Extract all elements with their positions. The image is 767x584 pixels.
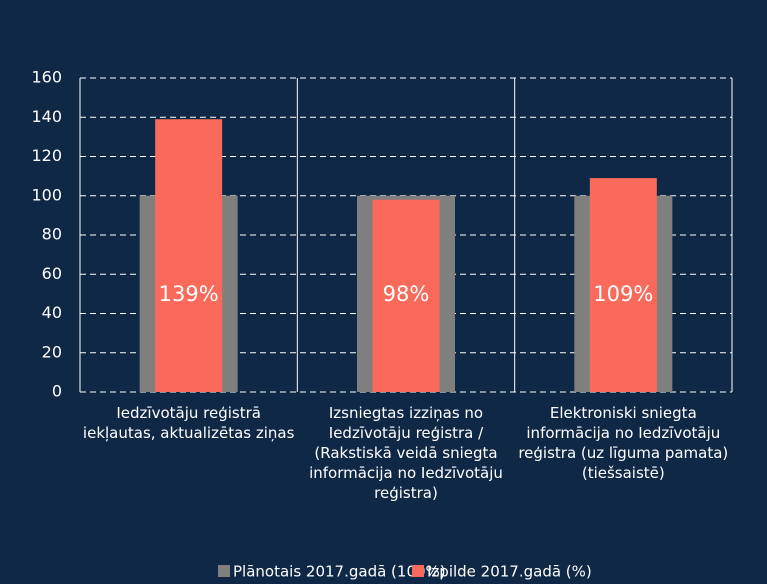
x-tick-label: Iedzīvotāju reģistrā iekļautas, aktualiz… <box>82 404 295 442</box>
data-label: 109% <box>593 282 653 306</box>
legend-swatch <box>218 565 230 577</box>
legend-label: Izpilde 2017.gadā (%) <box>427 563 592 581</box>
y-tick-label: 80 <box>42 225 62 244</box>
y-tick-label: 160 <box>31 68 62 87</box>
bar <box>155 119 223 393</box>
x-tick-label: Elektroniski sniegta informācija no Iedz… <box>518 404 729 482</box>
y-tick-label: 40 <box>42 303 62 322</box>
bar <box>589 178 657 392</box>
legend-swatch <box>412 565 424 577</box>
bar <box>372 199 440 392</box>
x-tick-label: Izsniegtas izziņas no Iedzīvotāju reģist… <box>309 404 503 502</box>
y-tick-label: 0 <box>52 382 62 401</box>
data-label: 139% <box>159 282 219 306</box>
y-tick-label: 120 <box>31 146 62 165</box>
legend-label: Plānotais 2017.gadā (100%) <box>233 563 446 581</box>
y-tick-label: 60 <box>42 264 62 283</box>
y-tick-label: 20 <box>42 342 62 361</box>
y-tick-label: 100 <box>31 185 62 204</box>
data-label: 98% <box>383 282 430 306</box>
y-tick-label: 140 <box>31 107 62 126</box>
